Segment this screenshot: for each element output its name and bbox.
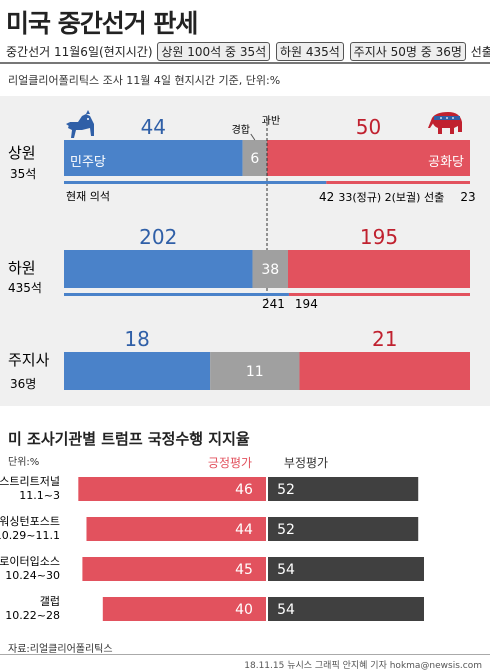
senate-dem-value: 44 <box>141 115 166 139</box>
rep-party-label: 공화당 <box>428 155 464 170</box>
disapprove-bar <box>268 477 419 501</box>
header-divider <box>0 62 490 64</box>
senate-current-rep-value: 23 <box>460 190 475 204</box>
senate-current-rep-line <box>326 181 470 184</box>
senate-seats-label: 35석 <box>10 167 36 181</box>
senate-rep-bar <box>267 140 470 176</box>
governor-box: 주지사 50명 중 36명 <box>349 42 466 61</box>
disapprove-legend: 부정평가 <box>284 456 328 470</box>
governor-toss-bar <box>210 352 300 390</box>
house-toss-bar <box>252 250 288 288</box>
disapprove-bar <box>268 557 424 581</box>
poll-rows: 46 52 NBC·월스트리트저널11.1~3 44 52 ABC·워싱턴포스트10.29… <box>0 475 424 622</box>
footer-divider <box>0 654 490 655</box>
approve-bar <box>82 557 267 581</box>
governor-label: 주지사 <box>8 351 50 369</box>
approve-bar <box>78 477 266 501</box>
approve-value: 44 <box>235 522 253 538</box>
subtitle-line: 중간선거 11월6일(현지시간) 상원 100석 중 35석 하원 435석 주… <box>6 42 490 61</box>
races-chart: 상원 35석 44 6 50 민주당 공화당 경합 과반 현재 의석 42 33… <box>8 110 476 391</box>
disapprove-value: 54 <box>277 602 295 618</box>
approval-chart: 긍정평가 부정평가 46 52 NBC·월스트리트저널11.1~3 44 52 ABC·워… <box>0 456 424 622</box>
house-current-dem-value: 241 <box>262 297 285 311</box>
approve-bar <box>86 517 266 541</box>
senate-current-dem-line <box>64 181 327 184</box>
house-dem-value: 202 <box>139 225 177 249</box>
disapprove-bar <box>268 597 424 621</box>
governor-toss-value: 11 <box>246 364 264 380</box>
house-current-dem-line <box>64 293 289 296</box>
house-current-rep-value: 194 <box>295 297 318 311</box>
footer-credit: 18.11.15 뉴시스 그래픽 안지혜 기자 hokma@newsis.com <box>244 661 482 671</box>
senate-box: 상원 100석 중 35석 <box>157 42 271 61</box>
governor-dem-bar <box>64 352 211 390</box>
house-toss-value: 38 <box>261 262 279 278</box>
poll-name: 갤럽 <box>40 594 60 608</box>
survey-source: 리얼클리어폴리틱스 조사 11월 4일 현지시간 기준, 단위:% <box>8 74 281 87</box>
house-seats-label: 435석 <box>8 281 42 295</box>
senate-label: 상원 <box>8 144 36 162</box>
house-box: 하원 435석 <box>276 42 344 61</box>
footer-source: 자료:리얼클리어폴리틱스 <box>8 644 113 655</box>
page-title: 미국 중간선거 판세 <box>6 9 198 38</box>
approve-value: 46 <box>235 482 253 498</box>
poll-name: NBC·월스트리트저널 <box>0 475 60 488</box>
house-rep-value: 195 <box>360 225 398 249</box>
poll-date: 10.24~30 <box>5 569 60 582</box>
approval-unit: 단위:% <box>8 457 40 468</box>
governor-dem-value: 18 <box>124 327 149 351</box>
toss-pointer <box>250 133 256 141</box>
elephant-icon <box>428 112 462 134</box>
poll-date: 10.29~11.1 <box>0 529 60 542</box>
house-label: 하원 <box>8 259 36 277</box>
toss-label: 경합 <box>232 123 250 136</box>
donkey-icon <box>66 110 94 138</box>
disapprove-bar <box>268 517 419 541</box>
disapprove-value: 52 <box>277 482 295 498</box>
sub-date: 11월6일(현지시간) <box>54 45 153 59</box>
governor-rep-value: 21 <box>372 327 397 351</box>
governor-count-label: 36명 <box>10 377 36 391</box>
approve-value: 40 <box>235 602 253 618</box>
senate-dem-bar <box>64 140 243 176</box>
poll-date: 10.22~28 <box>5 609 60 622</box>
dem-party-label: 민주당 <box>70 155 106 170</box>
sub-suffix: 선출 <box>470 45 490 59</box>
house-current-rep-line <box>288 293 470 296</box>
current-seats-label: 현재 의석 <box>66 190 110 203</box>
approve-bar <box>102 597 266 621</box>
senate-toss-value: 6 <box>250 151 259 167</box>
house-rep-bar <box>288 250 470 288</box>
disapprove-value: 54 <box>277 562 295 578</box>
senate-toss-bar <box>242 140 267 176</box>
senate-current-dem-value: 42 <box>319 190 334 204</box>
governor-rep-bar <box>299 352 470 390</box>
poll-date: 11.1~3 <box>19 489 60 502</box>
disapprove-value: 52 <box>277 522 295 538</box>
house-dem-bar <box>64 250 253 288</box>
approval-title: 미 조사기관별 트럼프 국정수행 지지율 <box>8 430 250 448</box>
poll-name: 로이터입소스 <box>0 555 60 568</box>
senate-seat-note: 33(정규) 2(보궐) 선출 <box>338 190 444 204</box>
majority-label: 과반 <box>262 115 280 127</box>
poll-name: ABC·워싱턴포스트 <box>0 515 60 528</box>
sub-prefix: 중간선거 <box>6 45 51 59</box>
approve-legend: 긍정평가 <box>208 456 252 470</box>
approve-value: 45 <box>235 562 253 578</box>
senate-rep-value: 50 <box>356 115 381 139</box>
